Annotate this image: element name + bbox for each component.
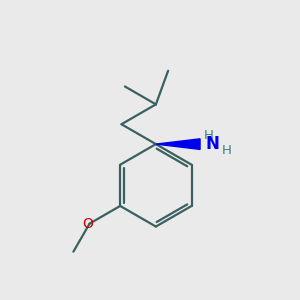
Text: N: N: [206, 135, 220, 153]
Polygon shape: [156, 139, 200, 149]
Text: H: H: [204, 129, 214, 142]
Text: H: H: [222, 144, 231, 157]
Text: O: O: [83, 217, 94, 231]
